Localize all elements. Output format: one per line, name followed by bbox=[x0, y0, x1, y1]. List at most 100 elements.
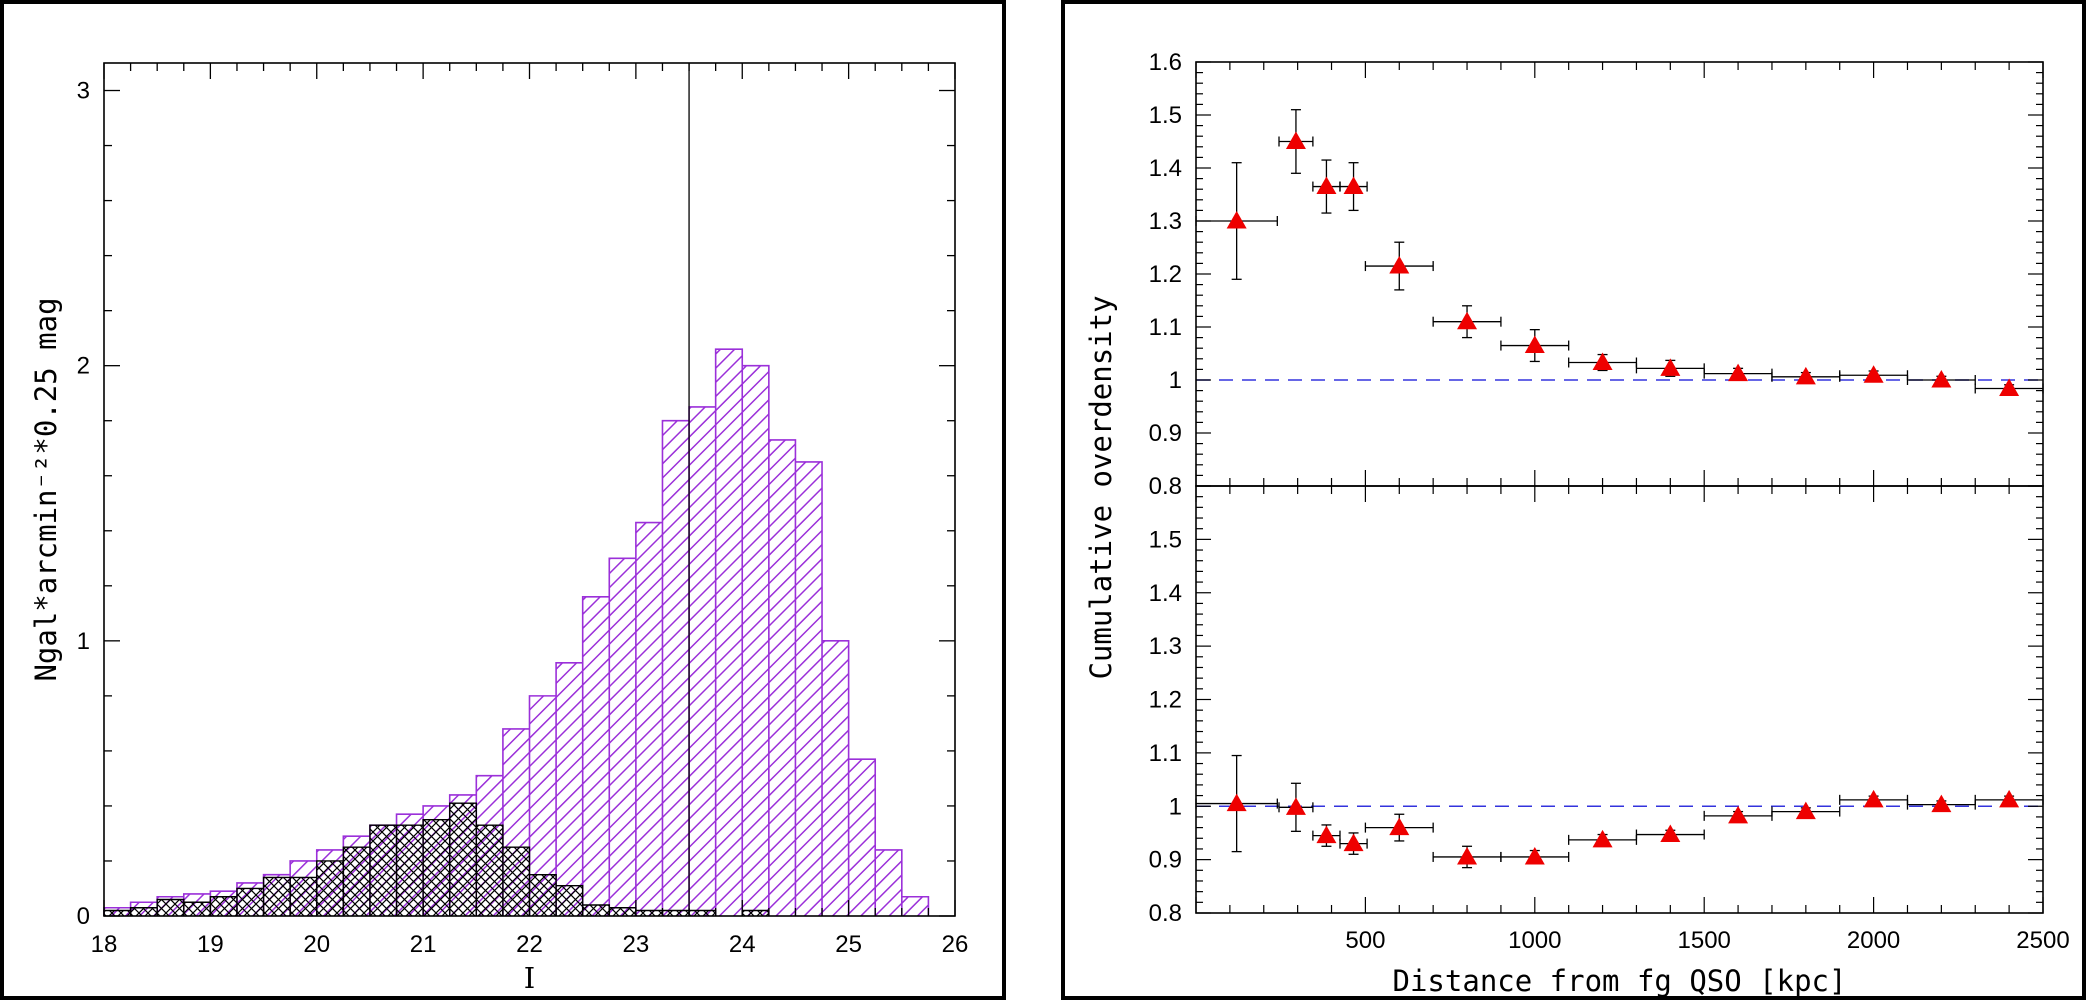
overdensity-subplot-bottom: 0.8 0.9 1 1.1 1.2 1.3 1.4 1.5 500 1000 1500 2000 250… bbox=[1149, 485, 2070, 954]
data-point-marker bbox=[1343, 176, 1364, 195]
histogram-bar bbox=[263, 877, 291, 916]
data-point-marker bbox=[1728, 805, 1749, 824]
histogram-bar bbox=[662, 910, 690, 916]
histogram-bar bbox=[635, 522, 663, 916]
histogram-y-tick-label: 1 bbox=[77, 628, 90, 655]
histogram-x-tick-label: 25 bbox=[835, 931, 862, 958]
histogram-bar bbox=[742, 910, 769, 916]
data-point-marker bbox=[1999, 378, 2020, 396]
histogram-bar bbox=[822, 640, 849, 916]
histogram-bar bbox=[662, 420, 690, 916]
data-point-marker bbox=[1795, 801, 1816, 820]
histogram-bar bbox=[582, 904, 610, 916]
histogram-bar bbox=[423, 819, 450, 916]
y-tick-label: 1.5 bbox=[1149, 102, 1182, 129]
histogram-bar bbox=[795, 461, 823, 916]
histogram-panel: 18 19 20 21 22 23 24 25 26 0 1 2 3 I Ngal*arcmin⁻²*0… bbox=[0, 0, 1006, 1000]
data-point-marker bbox=[1795, 366, 1816, 385]
histogram-x-tick-label: 18 bbox=[91, 931, 118, 958]
histogram-bar bbox=[689, 910, 716, 916]
histogram-bar bbox=[130, 907, 158, 916]
y-tick-label: 1 bbox=[1169, 367, 1182, 394]
histogram-bar bbox=[210, 896, 237, 916]
y-tick-label: 1.3 bbox=[1149, 208, 1182, 235]
y-tick-label: 0.8 bbox=[1149, 900, 1182, 927]
histogram-bar bbox=[316, 860, 344, 916]
y-tick-label: 1 bbox=[1169, 793, 1182, 820]
histogram-bar bbox=[104, 910, 131, 916]
histogram-x-tick-label: 19 bbox=[197, 931, 224, 958]
data-point-marker bbox=[1660, 824, 1681, 843]
histogram-bar bbox=[343, 847, 370, 916]
histogram-x-label: I bbox=[524, 961, 535, 995]
histogram-bar bbox=[369, 825, 397, 916]
histogram-bar bbox=[635, 910, 663, 916]
histogram-series-all bbox=[103, 348, 930, 917]
histogram-x-tick-label: 21 bbox=[410, 931, 437, 958]
data-point-marker bbox=[1524, 335, 1545, 354]
data-point-marker bbox=[1931, 794, 1952, 813]
histogram-bar bbox=[609, 558, 636, 916]
y-tick-label: 0.9 bbox=[1149, 420, 1182, 447]
data-point-marker bbox=[1863, 365, 1884, 383]
histogram-bar bbox=[236, 888, 264, 916]
histogram-bar bbox=[768, 439, 796, 916]
y-tick-label: 1.2 bbox=[1149, 261, 1182, 288]
subplot-frame bbox=[1195, 61, 2044, 487]
histogram-y-label: Ngal*arcmin⁻²*0.25 mag bbox=[29, 297, 63, 681]
data-point-marker bbox=[1457, 311, 1478, 330]
data-point-marker bbox=[1592, 352, 1613, 371]
y-tick-label: 1.1 bbox=[1149, 314, 1182, 341]
histogram-y-tick-label: 0 bbox=[77, 903, 90, 930]
histogram-bar bbox=[582, 596, 610, 916]
histogram-x-tick-label: 20 bbox=[303, 931, 330, 958]
y-tick-label: 1.6 bbox=[1149, 49, 1182, 76]
data-point-marker bbox=[1285, 131, 1306, 149]
data-point-marker bbox=[1285, 797, 1306, 815]
data-point-marker bbox=[1931, 370, 1952, 388]
data-point-marker bbox=[1316, 825, 1337, 844]
histogram-bar bbox=[290, 877, 317, 916]
data-point-marker bbox=[1389, 817, 1410, 836]
x-tick-label: 1000 bbox=[1508, 927, 1561, 954]
histogram-series-subsample bbox=[103, 802, 770, 916]
histogram-bar bbox=[556, 662, 583, 916]
overdensity-x-label: Distance from fg QSO [kpc] bbox=[1393, 964, 1847, 996]
histogram-outline bbox=[103, 802, 770, 916]
y-tick-label: 0.9 bbox=[1149, 847, 1182, 874]
histogram-bar bbox=[742, 365, 769, 916]
data-point-marker bbox=[1389, 256, 1410, 274]
histogram-bar bbox=[848, 759, 876, 916]
data-point-marker bbox=[1343, 833, 1364, 852]
overdensity-panel: 0.8 0.9 1 1.1 1.2 1.3 1.4 1.5 1.6 0.8 0.9 1 1.1 1.2 1… bbox=[1061, 0, 2086, 1000]
data-point-marker bbox=[1316, 176, 1337, 195]
data-point-marker bbox=[1226, 211, 1247, 229]
data-point-marker bbox=[1863, 789, 1884, 808]
histogram-bar bbox=[609, 907, 636, 916]
data-point-marker bbox=[1728, 363, 1749, 382]
x-tick-label: 2500 bbox=[2016, 927, 2069, 954]
histogram-bar bbox=[715, 349, 743, 917]
overdensity-y-label: Cumulative overdensity bbox=[1084, 295, 1118, 679]
x-tick-label: 2000 bbox=[1847, 927, 1900, 954]
data-point-marker bbox=[1524, 846, 1545, 865]
histogram-bar bbox=[449, 803, 477, 916]
y-tick-label: 1.4 bbox=[1149, 580, 1182, 607]
data-point-marker bbox=[1592, 829, 1613, 848]
histogram-bar bbox=[529, 874, 557, 916]
histogram-bar bbox=[556, 885, 583, 916]
subplot-frame bbox=[1195, 485, 2044, 914]
y-tick-label: 1.5 bbox=[1149, 526, 1182, 553]
y-tick-label: 1.2 bbox=[1149, 687, 1182, 714]
y-tick-label: 0.8 bbox=[1149, 473, 1182, 500]
histogram-bar bbox=[901, 896, 929, 916]
data-point-marker bbox=[1660, 358, 1681, 376]
data-point-marker bbox=[1457, 846, 1478, 865]
histogram-bar bbox=[875, 849, 902, 916]
histogram-bar bbox=[183, 902, 211, 916]
histogram-bar bbox=[157, 899, 184, 916]
histogram-bar bbox=[476, 825, 503, 916]
y-tick-label: 1.1 bbox=[1149, 740, 1182, 767]
